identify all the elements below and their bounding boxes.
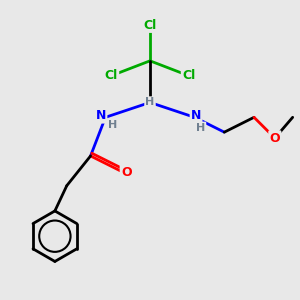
Text: N: N (96, 109, 106, 122)
Text: N: N (191, 109, 201, 122)
Text: H: H (196, 123, 205, 133)
Text: Cl: Cl (105, 69, 118, 82)
Text: Cl: Cl (182, 69, 195, 82)
Text: H: H (108, 120, 118, 130)
Text: O: O (121, 166, 131, 179)
Text: H: H (146, 98, 154, 107)
Text: O: O (269, 132, 280, 145)
Text: Cl: Cl (143, 19, 157, 32)
